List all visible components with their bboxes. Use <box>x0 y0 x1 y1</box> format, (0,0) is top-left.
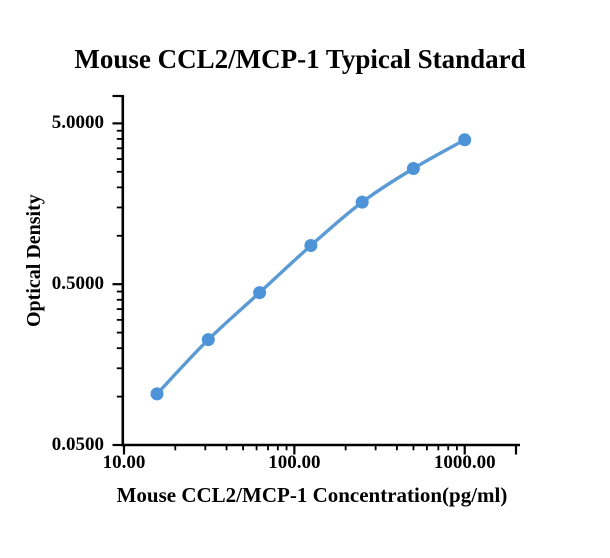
y-tick-label: 0.0500 <box>51 434 104 455</box>
y-tick-label: 0.5000 <box>51 273 104 295</box>
x-tick-label: 100.00 <box>268 452 321 473</box>
data-point-marker <box>304 239 318 252</box>
data-point-marker <box>458 133 472 147</box>
data-point-marker <box>150 387 164 401</box>
data-point-marker <box>253 286 267 300</box>
chart-title: Mouse CCL2/MCP-1 Typical Standard <box>74 44 526 74</box>
curve-line <box>155 138 467 396</box>
x-tick-label: 10.00 <box>102 452 146 473</box>
x-axis-title: Mouse CCL2/MCP-1 Concentration(pg/ml) <box>116 483 508 507</box>
data-point-marker <box>406 162 420 175</box>
x-tick-label: 1000.00 <box>433 452 496 473</box>
y-tick-label: 5.0000 <box>51 112 104 134</box>
data-point-marker <box>201 333 215 347</box>
data-point-marker <box>355 195 369 209</box>
